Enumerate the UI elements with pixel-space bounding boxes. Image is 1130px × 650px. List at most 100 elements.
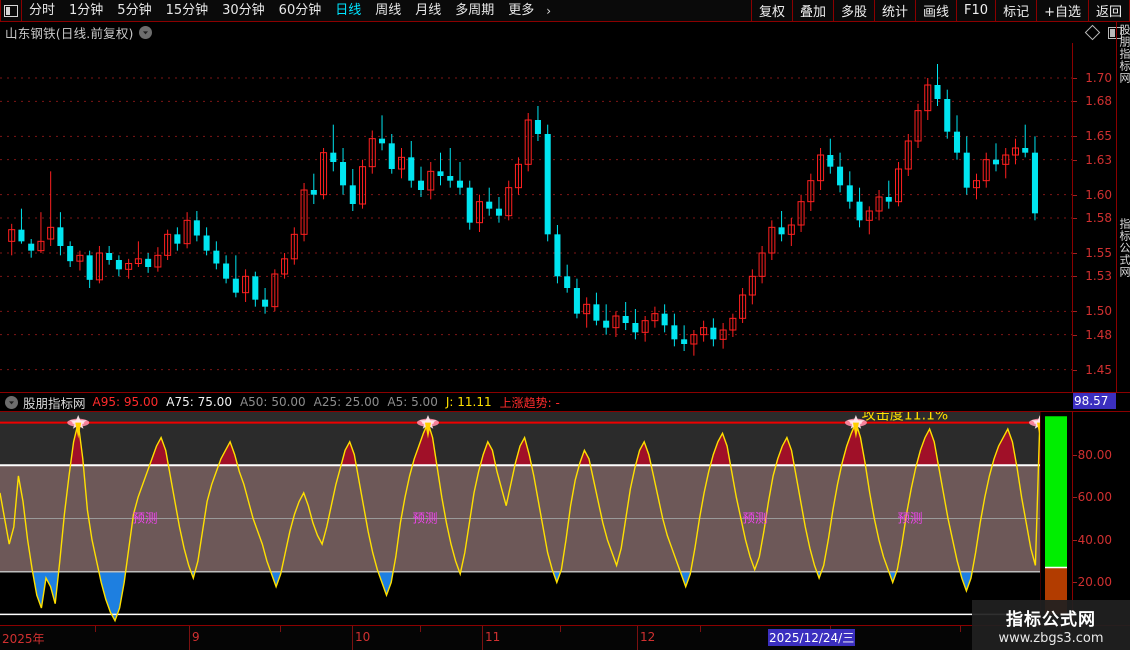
- indicator-y-label: 60.00: [1077, 490, 1112, 505]
- indicator-panel: 股朋指标网 A95: 95.00 A75: 75.00 A50: 50.00 A…: [0, 393, 1130, 625]
- price-y-tick: [1073, 136, 1077, 138]
- date-axis-tick: [280, 626, 281, 632]
- button-biaoji[interactable]: 标记: [995, 0, 1036, 21]
- button-add-watchlist[interactable]: +自选: [1036, 0, 1088, 21]
- indicator-y-tick: [1073, 582, 1077, 584]
- date-axis-separator: [352, 626, 353, 650]
- chevron-down-icon[interactable]: [138, 26, 152, 39]
- date-axis-tick: [560, 626, 561, 632]
- date-axis-label: 9: [192, 630, 200, 644]
- trend-label: 上涨趋势:: [499, 395, 552, 410]
- param-a5-value: 5.00: [411, 395, 438, 409]
- indicator-header: 股朋指标网 A95: 95.00 A75: 75.00 A50: 50.00 A…: [0, 393, 1130, 412]
- date-axis-separator: [637, 626, 638, 650]
- param-a25: A25: 25.00: [314, 395, 380, 409]
- price-y-tick: [1073, 334, 1077, 336]
- tab-daily[interactable]: 日线: [335, 2, 362, 18]
- price-y-tick: [1073, 276, 1077, 278]
- price-panel-header-icons: [1084, 24, 1130, 41]
- price-y-label: 1.48: [1085, 327, 1112, 342]
- indicator-source-label: 股朋指标网: [23, 395, 86, 411]
- tab-weekly[interactable]: 周线: [375, 2, 402, 18]
- price-panel: 山东钢铁(日线.前复权) 1.70 1.68 1.65 1.63 1.60 1.58 1.5…: [0, 22, 1130, 393]
- param-j-label: J:: [445, 395, 454, 409]
- date-axis-label: 10: [355, 630, 371, 644]
- param-a50-value: 50.00: [271, 395, 306, 409]
- button-diejia[interactable]: 叠加: [791, 0, 833, 21]
- button-return[interactable]: 返回: [1087, 0, 1130, 21]
- param-a50: A50: 50.00: [240, 395, 306, 409]
- indicator-y-tick: [1073, 497, 1077, 499]
- tab-30min[interactable]: 30分钟: [222, 2, 265, 18]
- indicator-y-label: 80.00: [1077, 447, 1112, 462]
- tab-monthly[interactable]: 月线: [415, 2, 442, 18]
- price-y-label: 1.58: [1085, 211, 1112, 225]
- tab-1min[interactable]: 1分钟: [69, 2, 104, 18]
- price-y-label: 1.60: [1085, 187, 1112, 202]
- price-y-tick: [1073, 253, 1077, 254]
- price-y-label: 1.68: [1085, 94, 1112, 109]
- price-y-tick: [1073, 194, 1077, 196]
- button-tongji[interactable]: 统计: [874, 0, 915, 21]
- panel-split-icon[interactable]: [0, 0, 22, 22]
- tab-more[interactable]: 更多: [508, 2, 535, 18]
- oscillator-plot[interactable]: 预测 预测 预测 预测 攻击度11.1%: [0, 412, 1040, 625]
- price-y-label: 1.63: [1085, 152, 1112, 167]
- date-axis-tick: [700, 626, 701, 632]
- tab-multiperiod[interactable]: 多周期: [455, 2, 495, 18]
- tab-5min[interactable]: 5分钟: [117, 2, 152, 18]
- param-a25-label: A25:: [313, 395, 342, 409]
- param-a50-label: A50:: [239, 395, 268, 409]
- button-huaxian[interactable]: 画线: [915, 0, 956, 21]
- tab-15min[interactable]: 15分钟: [165, 2, 209, 18]
- top-toolbar: 分时 1分钟 5分钟 15分钟 30分钟 60分钟 日线 周线 月线 多周期 更…: [0, 0, 1130, 22]
- date-axis-label: 11: [485, 630, 501, 644]
- date-axis-tick: [960, 626, 961, 632]
- panel-layout-icon[interactable]: [1108, 26, 1122, 39]
- button-duogu[interactable]: 多股: [832, 0, 874, 21]
- forecast-label: 预测: [132, 511, 157, 526]
- param-a25-value: 25.00: [345, 395, 380, 409]
- param-a95-label: A95:: [92, 395, 121, 409]
- date-axis-tick: [1060, 626, 1061, 632]
- price-y-label: 1.45: [1085, 362, 1112, 377]
- tab-60min[interactable]: 60分钟: [278, 2, 322, 18]
- price-y-label: 1.53: [1085, 269, 1112, 284]
- price-y-axis: 1.70 1.68 1.65 1.63 1.60 1.58 1.55 1.53 1.50 1.48…: [1072, 43, 1116, 393]
- attack-degree-annotation: 攻击度11.1%: [862, 412, 948, 424]
- param-a95: A95: 95.00: [93, 395, 159, 409]
- forecast-label: 预测: [742, 511, 767, 526]
- vertical-brand-text-1: 股朋指标网: [1118, 24, 1130, 84]
- button-f10[interactable]: F10: [956, 0, 995, 21]
- indicator-y-tick: [1073, 454, 1077, 456]
- indicator-y-tick: [1073, 539, 1077, 541]
- forecast-label: 预测: [412, 511, 437, 526]
- chevron-down-circle-icon[interactable]: [5, 395, 18, 409]
- price-y-label: 1.55: [1085, 246, 1112, 260]
- indicator-y-axis: 80.00 60.00 40.00 20.00: [1072, 412, 1116, 625]
- diamond-icon[interactable]: [1084, 24, 1101, 41]
- trend-status: 上涨趋势: -: [500, 394, 560, 411]
- param-j-value: 11.11: [457, 395, 492, 409]
- button-fuquan[interactable]: 复权: [750, 0, 792, 21]
- current-value-badge: 98.57: [1073, 393, 1116, 409]
- price-y-tick: [1073, 101, 1077, 103]
- date-axis-tick: [420, 626, 421, 632]
- param-a95-value: 95.00: [123, 395, 159, 409]
- param-a5-label: A5:: [387, 395, 408, 409]
- param-a75: A75: 75.00: [166, 395, 232, 409]
- price-y-tick: [1073, 78, 1077, 79]
- price-panel-header: 山东钢铁(日线.前复权): [0, 22, 1130, 43]
- date-axis-label: 12: [640, 630, 656, 644]
- param-a75-value: 75.00: [197, 395, 232, 409]
- candlestick-plot[interactable]: [0, 43, 1072, 393]
- toolbar-actions: 复权 叠加 多股 统计 画线 F10 标记 +自选 返回: [750, 0, 1130, 21]
- price-y-tick: [1073, 218, 1077, 219]
- strength-bar: [1040, 412, 1072, 625]
- param-a75-label: A75:: [166, 395, 194, 409]
- param-a5: A5: 5.00: [387, 395, 437, 409]
- tab-fenshi[interactable]: 分时: [29, 2, 56, 18]
- date-axis-tick: [95, 626, 96, 632]
- chevron-right-icon[interactable]: ›: [546, 3, 552, 18]
